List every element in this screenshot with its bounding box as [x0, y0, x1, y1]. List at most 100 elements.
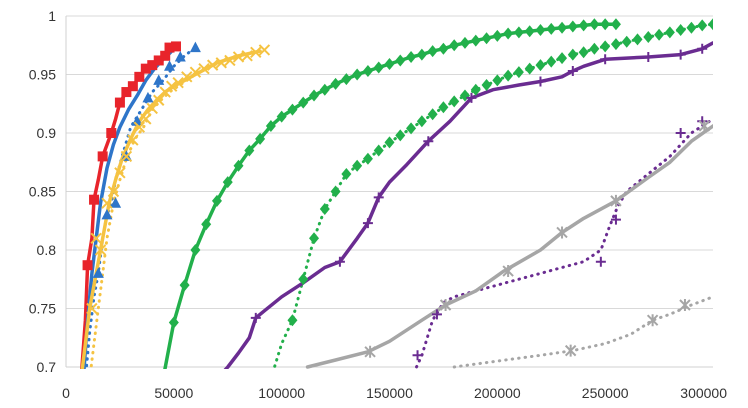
data-point-6 — [341, 167, 352, 180]
data-point-0 — [170, 41, 181, 52]
series-line-4 — [89, 48, 266, 369]
data-point-4 — [94, 244, 107, 256]
data-point-7 — [466, 92, 477, 103]
data-point-0 — [89, 194, 100, 205]
data-point-6 — [438, 101, 449, 114]
data-point-6 — [362, 152, 373, 165]
data-point-10 — [564, 344, 577, 357]
data-point-5 — [567, 20, 578, 33]
horizontal-gridlines — [66, 15, 713, 309]
data-point-6 — [298, 273, 309, 286]
data-point-4 — [250, 46, 262, 58]
data-point-4 — [189, 66, 202, 78]
data-point-6 — [513, 66, 524, 79]
data-point-8 — [431, 309, 442, 320]
axes — [65, 16, 713, 368]
data-point-5 — [449, 39, 460, 52]
data-point-4 — [165, 80, 178, 92]
y-tick-label: 0.9 — [37, 125, 57, 141]
data-point-4 — [90, 232, 102, 245]
data-point-0 — [114, 97, 125, 108]
data-point-6 — [330, 185, 341, 198]
data-point-5 — [298, 96, 309, 109]
series-line-8 — [413, 117, 713, 369]
data-point-5 — [546, 22, 557, 35]
data-point-5 — [535, 24, 546, 37]
data-point-6 — [632, 33, 643, 46]
data-point-6 — [546, 55, 557, 68]
data-point-4 — [153, 94, 165, 106]
data-point-5 — [276, 110, 287, 123]
data-point-6 — [708, 18, 713, 31]
data-point-5 — [222, 176, 233, 189]
y-tick-label: 0.7 — [37, 359, 57, 375]
data-point-6 — [470, 83, 481, 96]
data-point-5 — [233, 159, 244, 172]
data-point-0 — [121, 87, 132, 98]
data-point-4 — [215, 57, 227, 69]
data-point-5 — [287, 103, 298, 116]
data-point-5 — [255, 132, 266, 145]
data-point-7 — [697, 43, 708, 54]
data-point-0 — [153, 55, 164, 66]
data-point-5 — [438, 42, 449, 55]
data-point-7 — [334, 256, 345, 267]
data-point-5 — [513, 26, 524, 39]
marker-layer — [82, 18, 713, 361]
data-point-6 — [492, 74, 503, 87]
data-point-6 — [352, 159, 363, 172]
data-point-5 — [309, 89, 320, 102]
data-point-5 — [524, 25, 535, 38]
data-point-5 — [589, 18, 600, 31]
data-point-6 — [567, 48, 578, 61]
data-point-6 — [643, 31, 654, 44]
data-point-6 — [578, 46, 589, 59]
data-point-6 — [686, 21, 697, 34]
data-point-5 — [600, 18, 611, 31]
x-tick-label: 50000 — [154, 385, 193, 401]
data-point-0 — [134, 71, 145, 82]
data-point-6 — [309, 232, 320, 245]
data-point-5 — [362, 64, 373, 77]
data-point-9 — [364, 345, 376, 358]
x-tick-label: 0 — [62, 385, 70, 401]
data-point-10 — [679, 298, 691, 311]
data-point-2 — [92, 267, 104, 278]
data-point-8 — [610, 214, 621, 225]
data-point-6 — [524, 62, 535, 75]
series-line-10 — [452, 295, 713, 369]
data-point-6 — [664, 26, 675, 39]
data-point-5 — [352, 68, 363, 81]
data-point-4 — [172, 76, 184, 89]
data-point-8 — [412, 350, 423, 361]
data-point-5 — [503, 27, 514, 40]
data-point-2 — [110, 197, 122, 208]
data-point-5 — [330, 77, 341, 90]
data-point-2 — [153, 74, 165, 85]
data-point-0 — [147, 60, 158, 71]
data-point-2 — [101, 208, 113, 220]
data-point-7 — [643, 51, 654, 62]
data-point-5 — [610, 18, 621, 31]
data-point-7 — [535, 76, 546, 87]
data-point-9 — [556, 226, 568, 239]
data-point-5 — [470, 34, 481, 47]
data-point-8 — [595, 256, 606, 267]
data-point-6 — [503, 69, 514, 82]
data-point-4 — [140, 113, 152, 125]
data-point-5 — [557, 21, 568, 34]
data-point-6 — [406, 122, 417, 135]
data-point-4 — [258, 44, 271, 56]
data-point-9 — [610, 194, 622, 207]
data-point-0 — [164, 42, 175, 53]
series-line-2 — [84, 46, 197, 369]
data-point-5 — [341, 73, 352, 86]
data-point-4 — [224, 54, 236, 67]
data-point-10 — [646, 314, 659, 327]
y-tick-label: 0.75 — [29, 301, 56, 317]
data-point-6 — [384, 136, 395, 149]
data-point-7 — [250, 312, 261, 323]
data-point-6 — [427, 108, 438, 121]
data-point-0 — [97, 151, 108, 162]
